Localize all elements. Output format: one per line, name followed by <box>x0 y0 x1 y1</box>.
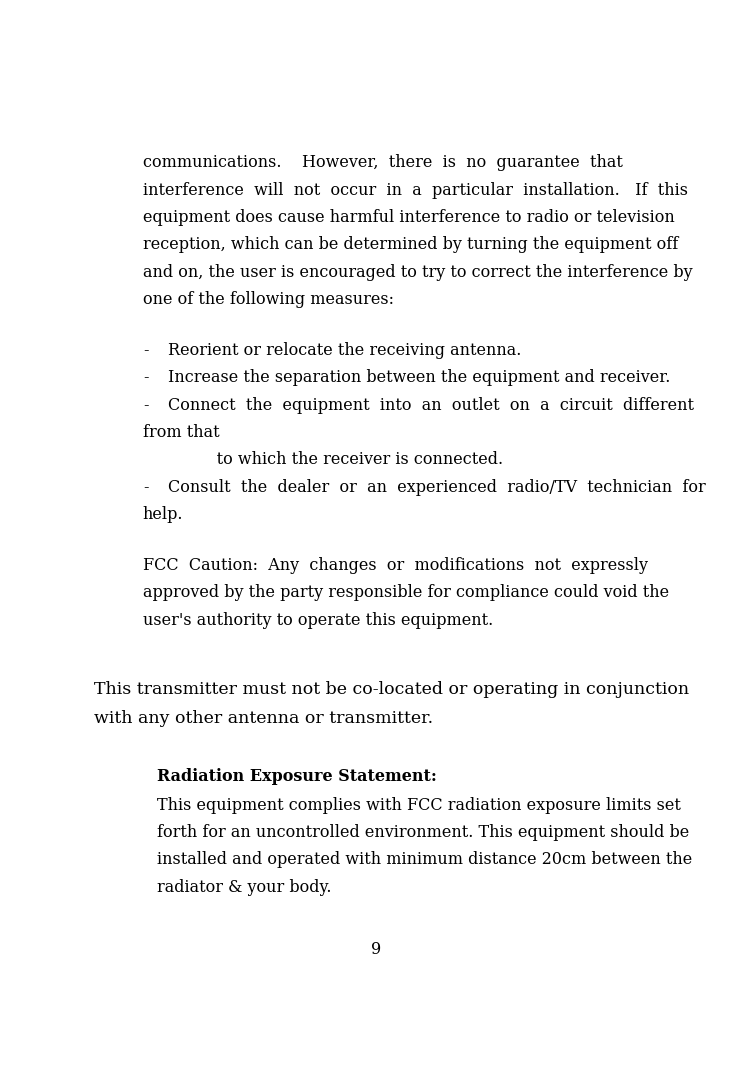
Text: Consult  the  dealer  or  an  experienced  radio/TV  technician  for: Consult the dealer or an experienced rad… <box>169 479 706 496</box>
Text: reception, which can be determined by turning the equipment off: reception, which can be determined by tu… <box>143 236 678 253</box>
Text: interference  will  not  occur  in  a  particular  installation.   If  this: interference will not occur in a particu… <box>143 182 688 198</box>
Text: -: - <box>143 397 148 414</box>
Text: Connect  the  equipment  into  an  outlet  on  a  circuit  different: Connect the equipment into an outlet on … <box>169 397 694 414</box>
Text: help.: help. <box>143 507 183 523</box>
Text: Radiation Exposure Statement:: Radiation Exposure Statement: <box>157 768 437 785</box>
Text: to which the receiver is connected.: to which the receiver is connected. <box>191 452 503 469</box>
Text: This equipment complies with FCC radiation exposure limits set: This equipment complies with FCC radiati… <box>157 797 681 814</box>
Text: Reorient or relocate the receiving antenna.: Reorient or relocate the receiving anten… <box>169 342 522 359</box>
Text: forth for an uncontrolled environment. This equipment should be: forth for an uncontrolled environment. T… <box>157 824 689 841</box>
Text: This transmitter must not be co-located or operating in conjunction: This transmitter must not be co-located … <box>94 681 689 697</box>
Text: and on, the user is encouraged to try to correct the interference by: and on, the user is encouraged to try to… <box>143 264 693 281</box>
Text: -: - <box>143 342 148 359</box>
Text: 9: 9 <box>371 941 380 958</box>
Text: -: - <box>143 370 148 386</box>
Text: user's authority to operate this equipment.: user's authority to operate this equipme… <box>143 611 493 628</box>
Text: radiator & your body.: radiator & your body. <box>157 879 331 896</box>
Text: Increase the separation between the equipment and receiver.: Increase the separation between the equi… <box>169 370 671 386</box>
Text: communications.    However,  there  is  no  guarantee  that: communications. However, there is no gua… <box>143 154 622 171</box>
Text: approved by the party responsible for compliance could void the: approved by the party responsible for co… <box>143 584 669 602</box>
Text: with any other antenna or transmitter.: with any other antenna or transmitter. <box>94 710 433 728</box>
Text: FCC  Caution:  Any  changes  or  modifications  not  expressly: FCC Caution: Any changes or modification… <box>143 557 648 573</box>
Text: equipment does cause harmful interference to radio or television: equipment does cause harmful interferenc… <box>143 209 674 226</box>
Text: from that: from that <box>143 424 219 441</box>
Text: -: - <box>143 479 148 496</box>
Text: one of the following measures:: one of the following measures: <box>143 291 394 308</box>
Text: installed and operated with minimum distance 20cm between the: installed and operated with minimum dist… <box>157 852 692 869</box>
